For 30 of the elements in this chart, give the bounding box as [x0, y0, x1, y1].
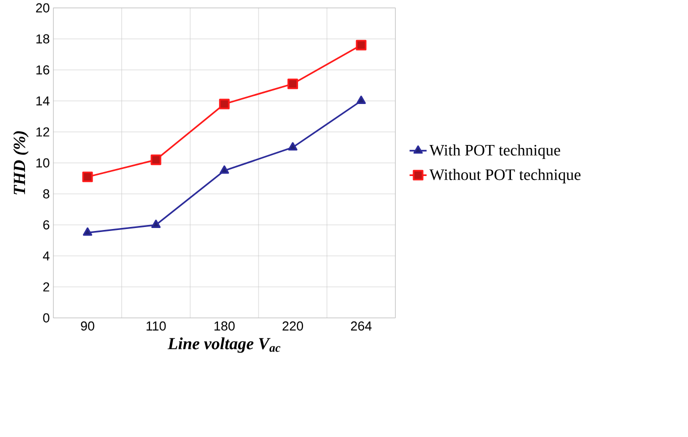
legend-label: Without POT technique: [429, 168, 580, 184]
point: [219, 98, 230, 110]
y-tick-label: 16: [36, 65, 50, 74]
x-tick-label: 110: [146, 321, 166, 330]
y-tick-label: 4: [42, 251, 50, 260]
point: [287, 78, 298, 90]
y-axis-title: THD (%): [13, 131, 29, 194]
text: Line voltage V$_{ac}$: [168, 337, 280, 353]
y-tick-label: 18: [36, 34, 50, 44]
y-tick-label: 14: [36, 96, 50, 106]
point: [288, 142, 298, 150]
point: [82, 227, 92, 236]
point: [220, 165, 230, 174]
x-tick-label: 264: [351, 321, 372, 330]
x-tick-label: 220: [282, 321, 304, 330]
y-tick-label: 8: [43, 189, 50, 198]
x-tick-label: 180: [214, 321, 235, 330]
point: [356, 40, 366, 50]
y-tick-label: 2: [43, 282, 50, 292]
legend-label: With POT technique: [429, 144, 560, 159]
point: [150, 154, 162, 165]
y-tick-label: 6: [43, 220, 50, 230]
point: [356, 95, 366, 104]
y-tick-label: 12: [36, 127, 50, 136]
y-tick-label: 0: [43, 313, 50, 322]
y-tick-label: 10: [36, 158, 50, 168]
point: [82, 171, 93, 182]
x-tick-label: 90: [80, 321, 94, 330]
point: [151, 219, 161, 228]
y-tick-label: 20: [36, 3, 50, 12]
